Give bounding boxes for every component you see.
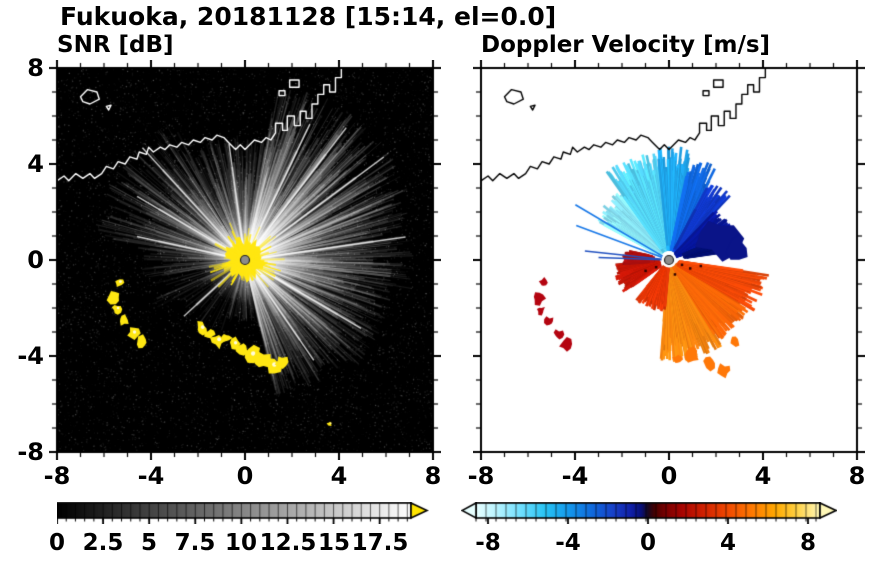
x-tick-label: -8 [467, 462, 495, 490]
snr-colorbar [57, 502, 429, 524]
x-tick-label: -8 [43, 462, 71, 490]
x-tick-label: 0 [660, 462, 678, 490]
x-tick-label: 8 [424, 462, 442, 490]
snr-panel-title: SNR [dB] [57, 32, 174, 58]
y-tick-label: 8 [27, 54, 44, 82]
colorbar-tick-label: -4 [555, 530, 581, 556]
y-tick-label: 4 [27, 150, 44, 178]
colorbar-tick-label: 5 [140, 530, 158, 556]
x-tick-label: 4 [330, 462, 348, 490]
doppler-plot-canvas [473, 60, 865, 460]
colorbar-tick-label: 2.5 [82, 530, 124, 556]
colorbar-tick-label: 17.5 [351, 530, 409, 556]
colorbar-tick-label: 12.5 [259, 530, 317, 556]
colorbar-tick-label: 7.5 [174, 530, 216, 556]
x-tick-label: 4 [754, 462, 772, 490]
y-tick-label: -4 [17, 342, 44, 370]
y-tick-label: 0 [27, 246, 44, 274]
colorbar-tick-label: 10 [224, 530, 258, 556]
page-title: Fukuoka, 20181128 [15:14, el=0.0] [60, 2, 557, 31]
colorbar-tick-label: 0 [639, 530, 657, 556]
x-tick-label: 8 [848, 462, 866, 490]
colorbar-tick-label: 4 [719, 530, 737, 556]
doppler-colorbar [461, 502, 837, 524]
x-tick-label: -4 [561, 462, 589, 490]
snr-plot-canvas [49, 60, 441, 460]
colorbar-tick-label: 15 [317, 530, 351, 556]
x-tick-label: -4 [137, 462, 165, 490]
colorbar-tick-label: -8 [475, 530, 501, 556]
y-tick-label: -8 [17, 438, 44, 466]
doppler-panel-title: Doppler Velocity [m/s] [481, 32, 771, 58]
x-tick-label: 0 [236, 462, 254, 490]
colorbar-tick-label: 8 [799, 530, 817, 556]
colorbar-tick-label: 0 [48, 530, 66, 556]
